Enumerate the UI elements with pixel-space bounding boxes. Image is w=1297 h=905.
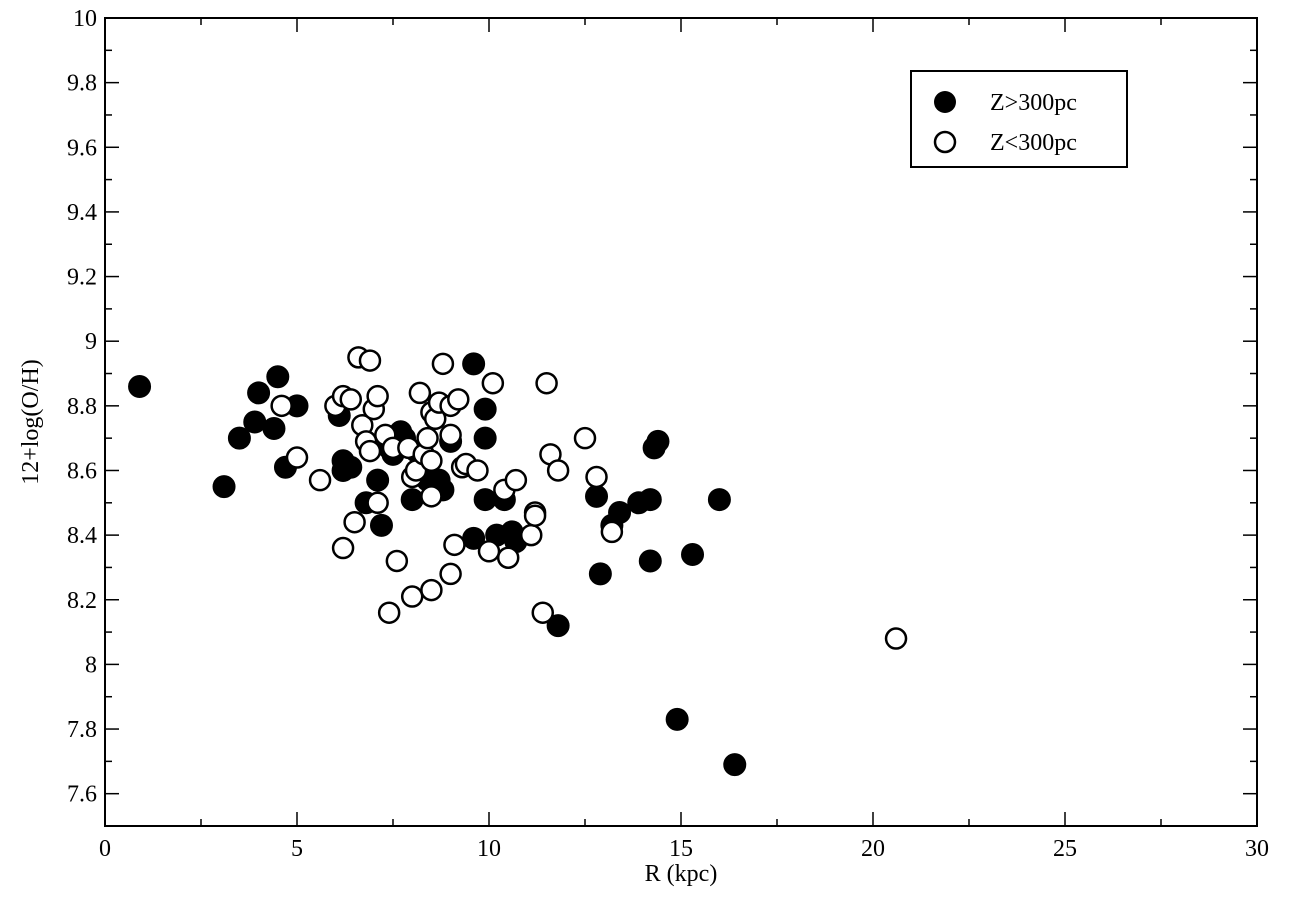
legend-label-z-below: Z<300pc xyxy=(990,130,1077,156)
filled-point xyxy=(212,475,236,499)
filled-point xyxy=(588,562,612,586)
open-point xyxy=(358,439,382,463)
legend-label-z-above: Z>300pc xyxy=(990,90,1077,116)
series-z-below-300pc xyxy=(270,346,908,650)
filled-point xyxy=(546,614,570,638)
y-tick-label: 9.8 xyxy=(67,71,97,97)
open-point xyxy=(531,601,555,624)
filled-point xyxy=(369,513,393,537)
open-point xyxy=(431,352,455,376)
open-point xyxy=(546,459,570,482)
open-point xyxy=(477,540,501,563)
x-tick-label: 10 xyxy=(477,836,501,862)
x-tick-label: 20 xyxy=(861,836,885,862)
filled-point xyxy=(585,484,609,508)
open-point xyxy=(377,601,401,624)
open-point xyxy=(331,536,355,560)
open-point xyxy=(408,381,432,405)
filled-point xyxy=(638,549,662,573)
filled-point xyxy=(646,429,670,453)
open-point xyxy=(447,388,470,411)
y-tick-label: 9 xyxy=(85,329,97,355)
open-point xyxy=(420,578,443,602)
y-tick-label: 7.8 xyxy=(67,717,97,743)
open-point xyxy=(366,491,389,515)
x-tick-label: 0 xyxy=(99,836,111,862)
open-point xyxy=(420,485,443,508)
y-tick-label: 7.6 xyxy=(67,782,97,808)
open-point xyxy=(385,549,409,573)
x-tick-label: 25 xyxy=(1053,836,1077,862)
open-point xyxy=(504,468,528,492)
open-point xyxy=(308,468,332,492)
y-tick-label: 9.4 xyxy=(67,200,97,226)
y-tick-label: 8.6 xyxy=(67,458,97,484)
filled-point xyxy=(243,410,267,434)
data-points xyxy=(128,346,908,777)
open-point xyxy=(496,546,520,569)
filled-point xyxy=(473,397,497,421)
filled-point xyxy=(339,455,363,479)
y-tick-label: 8.4 xyxy=(67,523,97,549)
x-axis-title: R (kpc) xyxy=(645,861,718,887)
y-tick-label: 9.6 xyxy=(67,135,97,161)
open-point xyxy=(416,426,439,450)
open-point xyxy=(573,426,597,450)
open-point xyxy=(466,459,489,482)
open-point xyxy=(481,371,505,395)
filled-point xyxy=(227,426,251,450)
open-point xyxy=(366,384,389,408)
y-tick-label: 8.2 xyxy=(67,588,97,614)
open-point xyxy=(420,449,443,473)
filled-point xyxy=(665,707,689,731)
filled-point xyxy=(473,426,497,450)
filled-point xyxy=(247,381,271,405)
x-tick-label: 5 xyxy=(291,836,303,862)
plot-area-frame xyxy=(104,17,1258,827)
open-point xyxy=(343,510,366,534)
filled-point xyxy=(681,543,705,567)
y-tick-label: 8 xyxy=(85,652,97,678)
filled-point xyxy=(366,468,390,492)
legend: Z>300pc Z<300pc xyxy=(910,70,1128,168)
open-point xyxy=(358,349,382,372)
filled-point xyxy=(638,488,662,512)
open-point xyxy=(884,627,908,650)
open-point xyxy=(600,520,624,544)
open-point xyxy=(523,504,547,527)
open-point xyxy=(439,562,462,586)
open-point xyxy=(439,423,462,447)
open-point xyxy=(443,533,466,557)
filled-point xyxy=(262,416,286,440)
y-tick-label: 8.8 xyxy=(67,394,97,420)
filled-point xyxy=(707,488,731,512)
open-point xyxy=(585,465,608,489)
x-tick-label: 30 xyxy=(1245,836,1269,862)
filled-point xyxy=(128,374,152,398)
legend-marker-filled xyxy=(934,91,956,113)
filled-point xyxy=(608,500,632,524)
y-tick-label: 9.2 xyxy=(67,265,97,291)
open-point xyxy=(535,371,558,395)
open-point xyxy=(519,523,543,547)
y-axis-title: 12+log(O/H) xyxy=(18,359,44,485)
filled-point xyxy=(723,753,747,777)
open-point xyxy=(339,388,363,411)
y-tick-label: 10 xyxy=(73,6,97,32)
legend-marker-open xyxy=(933,130,957,154)
filled-point xyxy=(400,488,424,512)
filled-point xyxy=(462,352,486,376)
open-point xyxy=(400,585,424,608)
axis-ticks: 0 5 10 15 20 25 30 7.6 7.8 8 8.2 8.4 8.6 8.8 9 9.2 9.4 9.… xyxy=(67,6,1269,862)
open-point xyxy=(270,394,293,418)
open-point xyxy=(285,446,309,469)
x-tick-label: 15 xyxy=(669,836,693,862)
filled-point xyxy=(266,365,290,389)
